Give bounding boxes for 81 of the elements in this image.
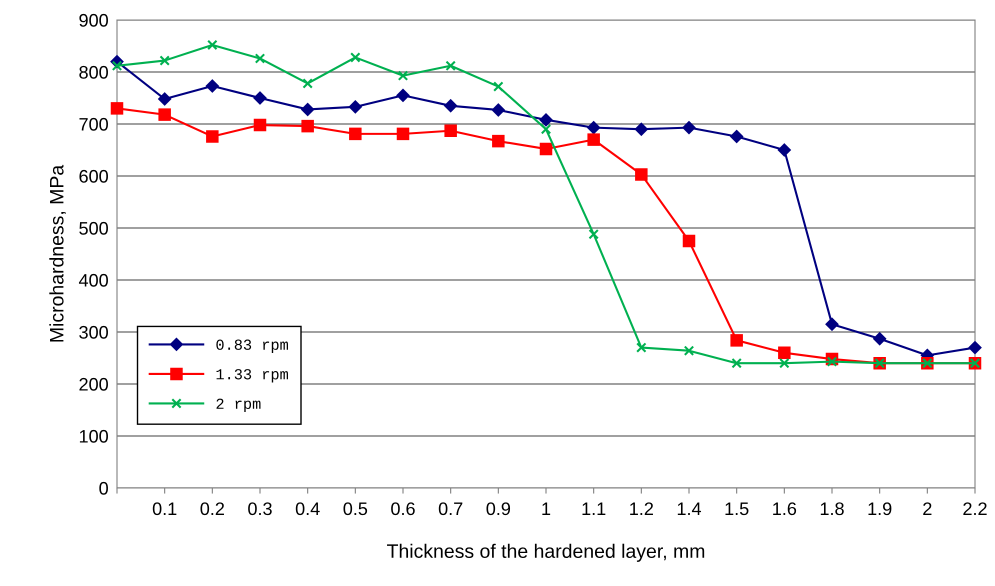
point xyxy=(873,332,886,346)
y-tick-label: 200 xyxy=(79,378,108,391)
point xyxy=(731,358,742,368)
x-tick-label: 0.3 xyxy=(248,502,272,516)
y-tick-label: 800 xyxy=(79,66,108,79)
point xyxy=(587,133,600,146)
x-tick-label: 0.5 xyxy=(343,502,368,516)
y-tick-label: 900 xyxy=(79,14,108,27)
point xyxy=(301,102,314,116)
point xyxy=(588,229,599,240)
point xyxy=(778,143,791,157)
point xyxy=(493,81,504,92)
y-axis-title: Microhardness, MPa xyxy=(49,164,66,342)
legend-label: 2 rpm xyxy=(216,398,260,412)
point xyxy=(730,130,744,144)
point xyxy=(254,118,266,132)
x-tick-label: 2 xyxy=(923,502,932,515)
point xyxy=(778,346,791,360)
y-tick-label: 100 xyxy=(80,430,108,443)
point xyxy=(158,92,172,106)
y-tick-label: 500 xyxy=(79,222,108,235)
y-tick-label: 700 xyxy=(79,118,108,131)
x-tick-label: 0.2 xyxy=(200,502,224,516)
point xyxy=(396,128,410,140)
point xyxy=(445,60,456,71)
point xyxy=(253,91,267,105)
x-tick-label: 1 xyxy=(542,502,550,515)
point xyxy=(635,168,648,181)
point xyxy=(684,346,694,356)
point xyxy=(348,100,362,114)
point xyxy=(540,124,552,134)
x-tick-label: 1.5 xyxy=(725,502,748,516)
point xyxy=(540,142,552,156)
point xyxy=(825,318,839,331)
point xyxy=(444,124,457,138)
x-tick-label: 0.6 xyxy=(391,502,415,516)
legend-label: 1.33 rpm xyxy=(216,369,288,382)
point xyxy=(730,334,743,347)
point xyxy=(492,103,505,117)
x-tick-label: 0.9 xyxy=(486,502,510,516)
x-tick-label: 1.8 xyxy=(820,502,844,516)
x-tick-label: 1.1 xyxy=(582,502,606,515)
x-tick-label: 1.9 xyxy=(868,502,892,516)
point xyxy=(254,53,266,64)
point xyxy=(302,78,313,89)
point xyxy=(779,358,790,368)
point xyxy=(587,121,600,134)
y-tick-label: 300 xyxy=(79,326,108,339)
x-tick-label: 1.2 xyxy=(630,502,653,515)
point xyxy=(826,356,838,367)
point xyxy=(492,134,505,148)
y-tick-label: 0 xyxy=(99,482,108,495)
point xyxy=(350,52,361,63)
x-axis-title: Thickness of the hardened layer, mm xyxy=(387,544,704,562)
point xyxy=(682,234,696,248)
point xyxy=(349,128,362,140)
x-tick-label: 0.4 xyxy=(296,502,320,516)
point xyxy=(112,60,122,71)
point xyxy=(396,88,410,102)
point xyxy=(682,121,696,134)
point xyxy=(301,120,314,132)
point xyxy=(444,99,458,112)
point xyxy=(968,341,982,354)
y-tick-label: 600 xyxy=(79,170,108,183)
point xyxy=(634,122,648,136)
point xyxy=(539,113,553,126)
point xyxy=(398,70,408,81)
x-tick-label: 1.4 xyxy=(678,502,702,515)
point xyxy=(207,40,218,50)
point xyxy=(158,108,171,121)
x-tick-label: 0.1 xyxy=(152,502,176,516)
x-tick-label: 2.2 xyxy=(963,502,987,515)
point xyxy=(206,79,219,93)
point xyxy=(159,55,170,66)
point xyxy=(636,342,647,353)
legend-label: 0.83 rpm xyxy=(216,340,288,353)
x-tick-label: 1.6 xyxy=(773,502,796,516)
point xyxy=(110,102,124,115)
x-tick-label: 0.7 xyxy=(438,502,462,516)
point xyxy=(206,130,219,143)
y-tick-label: 400 xyxy=(78,274,108,287)
